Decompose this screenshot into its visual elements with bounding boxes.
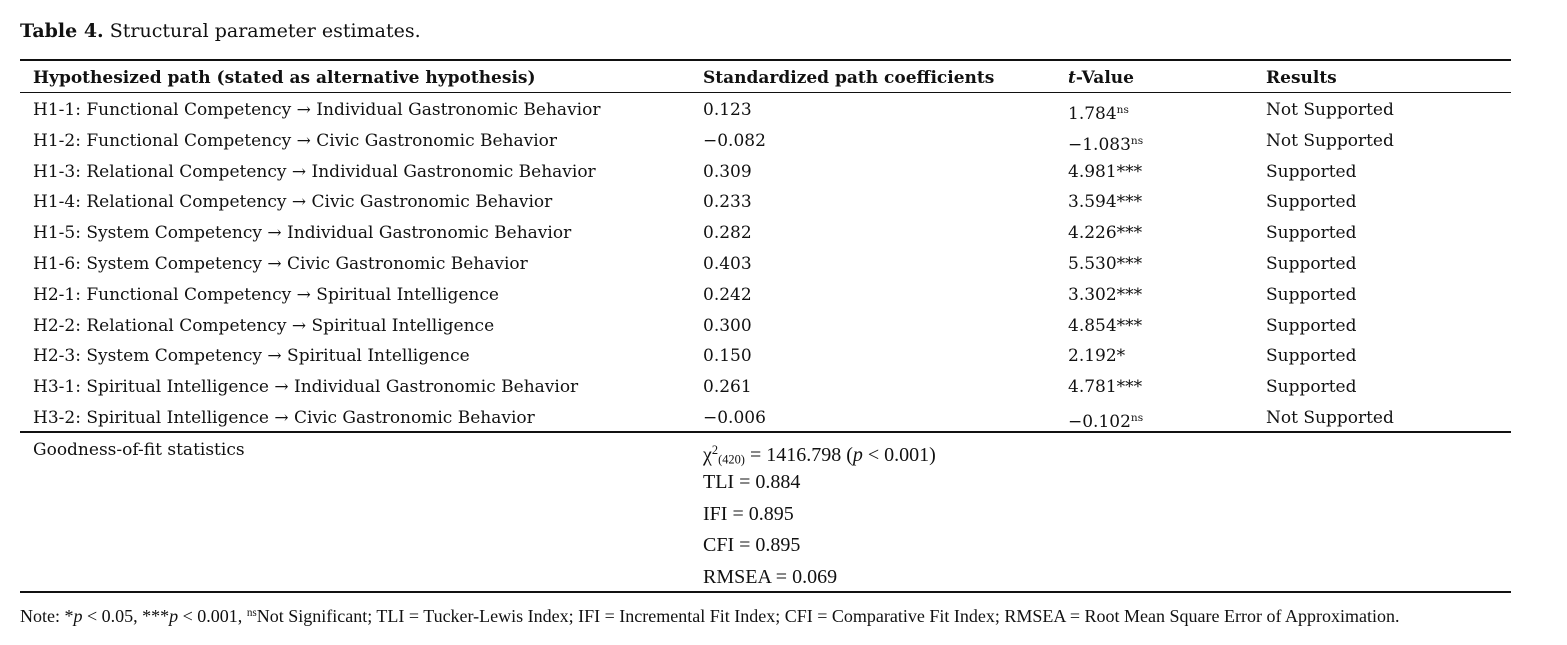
text-segment: Results bbox=[1266, 68, 1337, 88]
table-cell: Supported bbox=[1266, 315, 1357, 336]
table-cell: H2-1: Functional Competency → Spiritual … bbox=[33, 284, 499, 305]
text-segment: < 0.001) bbox=[862, 443, 936, 466]
table-cell: Not Supported bbox=[1266, 100, 1394, 120]
table-cell: H2-3: System Competency → Spiritual Inte… bbox=[33, 346, 470, 367]
text-segment: 3.302*** bbox=[1068, 284, 1143, 305]
table-title: Table 4. Structural parameter estimates. bbox=[20, 16, 421, 46]
table-cell: H1-5: System Competency → Individual Gas… bbox=[33, 223, 572, 244]
table-cell: Supported bbox=[1266, 223, 1357, 244]
table-cell: H1-2: Functional Competency → Civic Gast… bbox=[33, 130, 558, 151]
text-segment: p bbox=[73, 606, 83, 627]
table-cell: H1-6: System Competency → Civic Gastrono… bbox=[33, 254, 528, 274]
text-segment: Standardized path coefficients bbox=[703, 68, 995, 88]
table-cell: 0.242 bbox=[703, 284, 752, 305]
text-segment: TLI = 0.884 bbox=[703, 470, 801, 493]
text-segment: 5.530*** bbox=[1068, 254, 1143, 274]
table-cell: Supported bbox=[1266, 284, 1357, 305]
table-cell: H2-2: Relational Competency → Spiritual … bbox=[33, 315, 495, 336]
text-segment: 3.594*** bbox=[1068, 192, 1143, 213]
text-segment: 2.192* bbox=[1068, 346, 1126, 367]
text-segment: Hypothesized path (stated as alternative… bbox=[33, 68, 536, 88]
text-segment: Structural parameter estimates. bbox=[103, 20, 421, 42]
table-cell: H3-1: Spiritual Intelligence → Individua… bbox=[33, 377, 579, 398]
table-cell: 0.300 bbox=[703, 315, 752, 336]
table-cell: 4.226*** bbox=[1068, 218, 1142, 248]
table-cell: 4.981*** bbox=[1068, 157, 1142, 187]
text-segment: χ bbox=[703, 443, 712, 466]
table-cell: Not Supported bbox=[1266, 408, 1394, 428]
text-segment: = 1416.798 ( bbox=[744, 443, 853, 466]
table-cell: Supported bbox=[1266, 161, 1357, 182]
table-cell: 3.302*** bbox=[1068, 280, 1142, 310]
table-cell: −0.006 bbox=[703, 408, 766, 428]
column-header: Results bbox=[1266, 63, 1337, 93]
table-cell: −1.083ns bbox=[1068, 126, 1143, 160]
text-segment: ns bbox=[1116, 104, 1129, 116]
fit-statistic: χ2(420) = 1416.798 (p < 0.001) bbox=[703, 435, 936, 474]
text-segment: (420) bbox=[718, 452, 745, 467]
text-segment: 4.781*** bbox=[1068, 377, 1143, 398]
text-segment: 4.854*** bbox=[1068, 315, 1143, 336]
table-cell: H1-1: Functional Competency → Individual… bbox=[33, 100, 601, 120]
table-note: Note: *p < 0.05, ***p < 0.001, nsNot Sig… bbox=[20, 598, 1400, 631]
text-segment: Table 4. bbox=[20, 20, 104, 42]
table-cell: 0.150 bbox=[703, 346, 752, 367]
table-cell: −0.102ns bbox=[1068, 403, 1143, 437]
body-rule bbox=[20, 431, 1511, 433]
table-cell: 4.854*** bbox=[1068, 311, 1142, 341]
column-header: Standardized path coefficients bbox=[703, 63, 994, 93]
text-segment: 1.784 bbox=[1068, 103, 1117, 124]
table-cell: 0.282 bbox=[703, 223, 752, 244]
text-segment: RMSEA = 0.069 bbox=[703, 566, 838, 589]
text-segment: 2 bbox=[711, 443, 719, 457]
table-cell: 0.403 bbox=[703, 254, 752, 274]
text-segment: < 0.001, bbox=[178, 606, 247, 627]
text-segment: -Value bbox=[1075, 68, 1134, 88]
table-cell: Supported bbox=[1266, 346, 1357, 367]
text-segment: Note: * bbox=[20, 606, 74, 627]
column-header: Hypothesized path (stated as alternative… bbox=[33, 63, 536, 93]
text-segment: 4.226*** bbox=[1068, 223, 1143, 244]
table-cell: 0.233 bbox=[703, 192, 752, 213]
text-segment: ns bbox=[246, 607, 257, 619]
text-segment: t bbox=[1068, 68, 1076, 88]
table-cell: 0.309 bbox=[703, 161, 752, 182]
table-cell: −0.082 bbox=[703, 130, 766, 151]
column-header: t-Value bbox=[1068, 63, 1134, 93]
table-cell: Not Supported bbox=[1266, 130, 1394, 151]
table-cell: 5.530*** bbox=[1068, 249, 1142, 279]
fit-label: Goodness-of-fit statistics bbox=[33, 440, 245, 460]
table-cell: 4.781*** bbox=[1068, 372, 1142, 402]
text-segment: 4.981*** bbox=[1068, 161, 1143, 182]
fit-statistic: TLI = 0.884 bbox=[703, 467, 800, 497]
text-segment: p bbox=[852, 443, 863, 466]
bottom-rule bbox=[20, 591, 1511, 593]
fit-statistic: RMSEA = 0.069 bbox=[703, 562, 837, 592]
text-segment: < 0.05, *** bbox=[82, 606, 170, 627]
table-cell: 0.261 bbox=[703, 377, 752, 398]
text-segment: −0.102 bbox=[1068, 411, 1131, 432]
text-segment: −1.083 bbox=[1068, 134, 1131, 155]
table-cell: H1-4: Relational Competency → Civic Gast… bbox=[33, 192, 553, 213]
text-segment: CFI = 0.895 bbox=[703, 534, 801, 557]
text-segment: p bbox=[169, 606, 179, 627]
text-segment: IFI = 0.895 bbox=[703, 502, 794, 525]
table-cell: 2.192* bbox=[1068, 341, 1125, 371]
table-cell: H3-2: Spiritual Intelligence → Civic Gas… bbox=[33, 408, 535, 428]
table-cell: Supported bbox=[1266, 377, 1357, 398]
header-rule bbox=[20, 92, 1511, 93]
table-cell: Supported bbox=[1266, 254, 1357, 274]
table-cell: 0.123 bbox=[703, 100, 752, 120]
top-rule bbox=[20, 59, 1511, 61]
text-segment: Not Significant; TLI = Tucker-Lewis Inde… bbox=[256, 606, 1400, 627]
table-cell: 1.784ns bbox=[1068, 95, 1129, 129]
table-cell: H1-3: Relational Competency → Individual… bbox=[33, 161, 596, 182]
table-cell: 3.594*** bbox=[1068, 187, 1142, 217]
text-segment: ns bbox=[1130, 134, 1144, 147]
fit-statistic: CFI = 0.895 bbox=[703, 530, 800, 560]
text-segment: ns bbox=[1130, 412, 1144, 424]
table-cell: Supported bbox=[1266, 192, 1357, 213]
fit-statistic: IFI = 0.895 bbox=[703, 499, 794, 529]
